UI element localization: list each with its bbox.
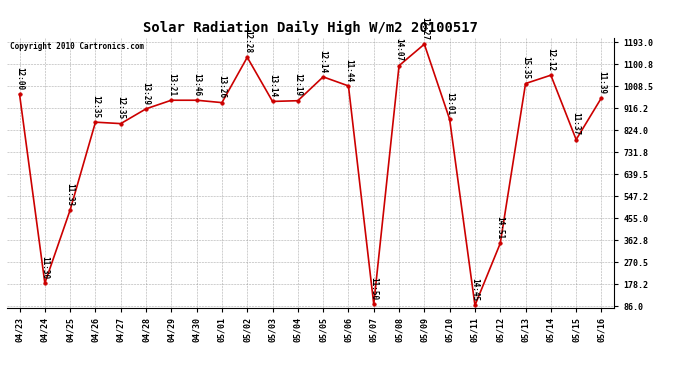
Text: 12:35: 12:35 bbox=[116, 96, 126, 120]
Text: 13:26: 13:26 bbox=[217, 75, 226, 99]
Text: 13:29: 13:29 bbox=[141, 81, 150, 105]
Text: 12:12: 12:12 bbox=[546, 48, 555, 71]
Text: 11:50: 11:50 bbox=[369, 277, 378, 300]
Text: 13:01: 13:01 bbox=[445, 92, 454, 115]
Text: 12:27: 12:27 bbox=[420, 17, 429, 40]
Text: 12:14: 12:14 bbox=[319, 50, 328, 73]
Text: 11:39: 11:39 bbox=[597, 70, 606, 94]
Text: 14:45: 14:45 bbox=[471, 278, 480, 301]
Text: 11:33: 11:33 bbox=[66, 183, 75, 206]
Text: 12:19: 12:19 bbox=[293, 74, 302, 96]
Text: 12:00: 12:00 bbox=[15, 67, 24, 90]
Text: 12:28: 12:28 bbox=[243, 30, 252, 53]
Title: Solar Radiation Daily High W/m2 20100517: Solar Radiation Daily High W/m2 20100517 bbox=[143, 21, 478, 35]
Text: 14:07: 14:07 bbox=[395, 38, 404, 62]
Text: 14:51: 14:51 bbox=[495, 216, 505, 239]
Text: 13:21: 13:21 bbox=[167, 73, 176, 96]
Text: 13:14: 13:14 bbox=[268, 74, 277, 97]
Text: Copyright 2010 Cartronics.com: Copyright 2010 Cartronics.com bbox=[10, 42, 144, 51]
Text: 13:46: 13:46 bbox=[192, 73, 201, 96]
Text: 12:35: 12:35 bbox=[91, 95, 100, 118]
Text: 11:44: 11:44 bbox=[344, 58, 353, 82]
Text: 15:35: 15:35 bbox=[521, 56, 530, 80]
Text: 11:37: 11:37 bbox=[571, 112, 581, 135]
Text: 11:30: 11:30 bbox=[40, 256, 50, 279]
